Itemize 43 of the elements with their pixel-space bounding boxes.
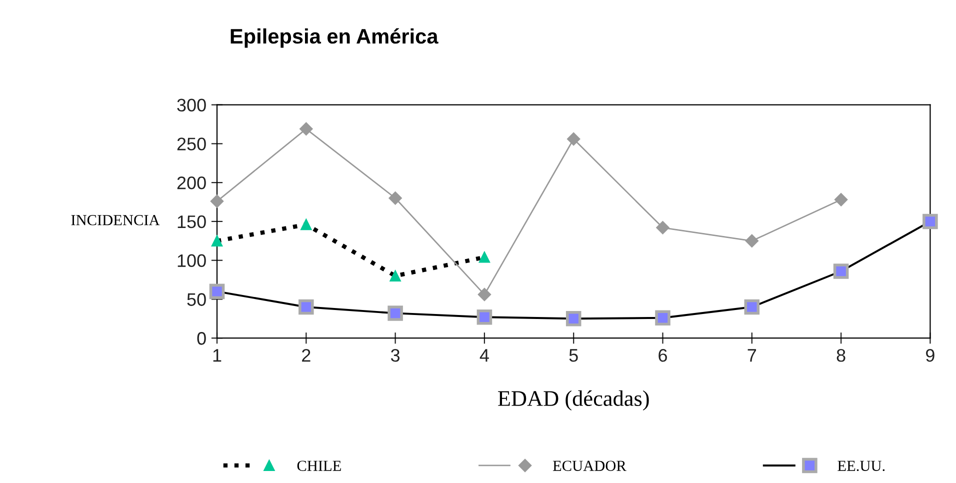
point bbox=[209, 284, 225, 300]
point bbox=[478, 252, 490, 263]
y-tick-label: 250 bbox=[177, 138, 206, 150]
x-tick-label: 8 bbox=[836, 348, 846, 362]
x-tick-label: 6 bbox=[658, 348, 667, 362]
legend-label: EE.UU. bbox=[838, 460, 885, 472]
x-tick-label: 5 bbox=[569, 349, 578, 362]
x-tick-label: 2 bbox=[302, 348, 310, 362]
point bbox=[922, 214, 938, 230]
point bbox=[390, 270, 401, 282]
x-tick-label: 9 bbox=[926, 348, 934, 362]
x-tick-label: 4 bbox=[480, 349, 489, 362]
point bbox=[656, 221, 670, 234]
point bbox=[478, 288, 492, 302]
y-tick-label: 200 bbox=[177, 176, 206, 190]
point bbox=[834, 193, 848, 206]
x-axis-title: EDAD (décadas) bbox=[498, 390, 649, 411]
legend-label: ECUADOR bbox=[552, 460, 626, 471]
x-tick-label: 3 bbox=[390, 348, 400, 362]
y-tick-label: 0 bbox=[197, 332, 206, 345]
point bbox=[210, 194, 224, 208]
point bbox=[300, 219, 312, 230]
x-tick-label: 7 bbox=[748, 349, 756, 362]
point bbox=[745, 234, 758, 248]
x-tick-label: 1 bbox=[213, 349, 222, 362]
y-axis-title: INCIDENCIA bbox=[71, 215, 160, 226]
point bbox=[476, 309, 492, 325]
point bbox=[300, 122, 313, 136]
point bbox=[655, 310, 670, 326]
y-tick-label: 300 bbox=[177, 98, 206, 112]
point bbox=[388, 192, 402, 205]
y-tick-label: 50 bbox=[187, 293, 206, 306]
legend-label: CHILE bbox=[297, 460, 341, 471]
y-tick-label: 100 bbox=[178, 254, 206, 268]
point bbox=[298, 299, 314, 315]
y-tick-label: 150 bbox=[178, 215, 206, 228]
point bbox=[388, 306, 403, 321]
point bbox=[567, 132, 580, 146]
point bbox=[211, 235, 223, 246]
point bbox=[744, 299, 760, 315]
chart-title: Epilepsia en América bbox=[230, 28, 438, 48]
point bbox=[566, 311, 582, 326]
point bbox=[833, 264, 849, 279]
